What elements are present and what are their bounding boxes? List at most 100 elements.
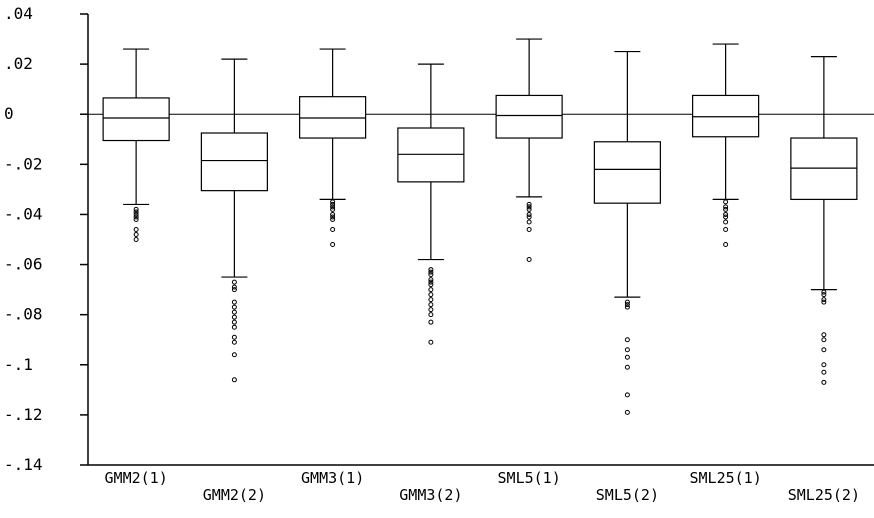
outlier-point bbox=[231, 334, 237, 340]
box-sml252 bbox=[790, 55, 858, 385]
outlier-point bbox=[723, 204, 729, 210]
box-sml52 bbox=[593, 50, 661, 415]
outlier-point bbox=[231, 314, 237, 320]
box-gmm32 bbox=[397, 63, 465, 345]
x-category-label: SML5(1) bbox=[498, 469, 561, 487]
outlier-point bbox=[428, 267, 434, 273]
interquartile-box bbox=[200, 132, 268, 192]
x-category-label: SML25(1) bbox=[690, 469, 762, 487]
box-gmm21 bbox=[102, 48, 170, 242]
outlier-point bbox=[821, 369, 827, 375]
outlier-point bbox=[428, 312, 434, 318]
outlier-point bbox=[133, 216, 139, 222]
outlier-point bbox=[624, 364, 630, 370]
outlier-point bbox=[821, 347, 827, 353]
outlier-point bbox=[428, 272, 434, 278]
outlier-point bbox=[133, 231, 139, 237]
outlier-point bbox=[723, 242, 729, 248]
outlier-point bbox=[821, 292, 827, 298]
x-category-label: SML25(2) bbox=[788, 486, 860, 504]
outlier-point bbox=[330, 204, 336, 210]
outlier-point bbox=[231, 279, 237, 285]
outlier-point bbox=[330, 226, 336, 232]
outlier-point bbox=[231, 299, 237, 305]
outlier-point bbox=[428, 279, 434, 285]
outlier-point bbox=[821, 289, 827, 295]
outlier-point bbox=[428, 269, 434, 275]
outlier-point bbox=[330, 201, 336, 207]
outlier-point bbox=[428, 282, 434, 288]
outlier-point bbox=[133, 237, 139, 242]
interquartile-box bbox=[102, 97, 170, 142]
outlier-point bbox=[526, 226, 532, 232]
outlier-point bbox=[526, 257, 532, 263]
outlier-point bbox=[428, 319, 434, 325]
outlier-point bbox=[723, 206, 729, 212]
plot-axes bbox=[87, 14, 874, 466]
outlier-point bbox=[624, 302, 630, 308]
outlier-point bbox=[330, 211, 336, 217]
outlier-point bbox=[428, 287, 434, 293]
outlier-point bbox=[133, 214, 139, 220]
outlier-point bbox=[330, 216, 336, 222]
outlier-point bbox=[133, 206, 139, 212]
outlier-point bbox=[133, 211, 139, 217]
y-tick-label: -.02 bbox=[4, 154, 43, 173]
y-tick-label: .02 bbox=[4, 54, 33, 73]
outlier-point bbox=[723, 226, 729, 232]
outlier-point bbox=[428, 302, 434, 308]
interquartile-box bbox=[692, 94, 760, 138]
outlier-point bbox=[231, 324, 237, 330]
outlier-point bbox=[526, 219, 532, 225]
y-tick-label: .04 bbox=[4, 4, 33, 23]
y-tick-label: -.1 bbox=[4, 355, 33, 374]
box-series bbox=[102, 38, 858, 415]
outlier-point bbox=[624, 354, 630, 360]
outlier-point bbox=[624, 409, 630, 415]
x-category-label: GMM3(2) bbox=[399, 486, 462, 504]
outlier-point bbox=[624, 347, 630, 353]
interquartile-box bbox=[299, 96, 367, 139]
outlier-point bbox=[231, 377, 237, 383]
outlier-point bbox=[526, 201, 532, 207]
y-tick-label: -.06 bbox=[4, 255, 43, 274]
outlier-point bbox=[723, 214, 729, 220]
outlier-point bbox=[428, 297, 434, 303]
outlier-point bbox=[526, 211, 532, 217]
outlier-point bbox=[231, 309, 237, 315]
outlier-point bbox=[330, 214, 336, 220]
outlier-point bbox=[624, 392, 630, 398]
outlier-point bbox=[133, 209, 139, 215]
outlier-point bbox=[330, 199, 336, 205]
interquartile-box bbox=[397, 127, 465, 183]
outlier-point bbox=[231, 287, 237, 293]
outlier-point bbox=[428, 277, 434, 283]
x-category-label: SML5(2) bbox=[596, 486, 659, 504]
box-gmm31 bbox=[299, 48, 367, 248]
outlier-point bbox=[723, 199, 729, 205]
outlier-point bbox=[821, 332, 827, 338]
outlier-point bbox=[821, 297, 827, 303]
outlier-point bbox=[821, 379, 827, 385]
x-category-label: GMM2(1) bbox=[105, 469, 168, 487]
y-tick-label: -.08 bbox=[4, 305, 43, 324]
outlier-point bbox=[624, 337, 630, 343]
box-gmm22 bbox=[200, 58, 268, 383]
y-axis-ticks: .04 .02 0 -.02 -.04 -.06 -.08 -.1 -.12 -.14 bbox=[4, 4, 88, 474]
interquartile-box bbox=[495, 94, 563, 139]
y-tick-label: -.14 bbox=[4, 455, 43, 474]
outlier-point bbox=[330, 206, 336, 212]
outlier-point bbox=[821, 362, 827, 368]
outlier-point bbox=[526, 206, 532, 212]
x-axis-category-labels: GMM2(1) GMM2(2) GMM3(1) GMM3(2) SML5(1) SML5(… bbox=[105, 469, 860, 504]
y-tick-label: 0 bbox=[4, 104, 14, 123]
outlier-point bbox=[231, 339, 237, 345]
outlier-point bbox=[133, 226, 139, 232]
outlier-point bbox=[428, 292, 434, 298]
outlier-point bbox=[723, 219, 729, 225]
x-category-label: GMM2(2) bbox=[203, 486, 266, 504]
box-sml51 bbox=[495, 38, 563, 263]
outlier-point bbox=[723, 211, 729, 217]
outlier-point bbox=[231, 319, 237, 325]
